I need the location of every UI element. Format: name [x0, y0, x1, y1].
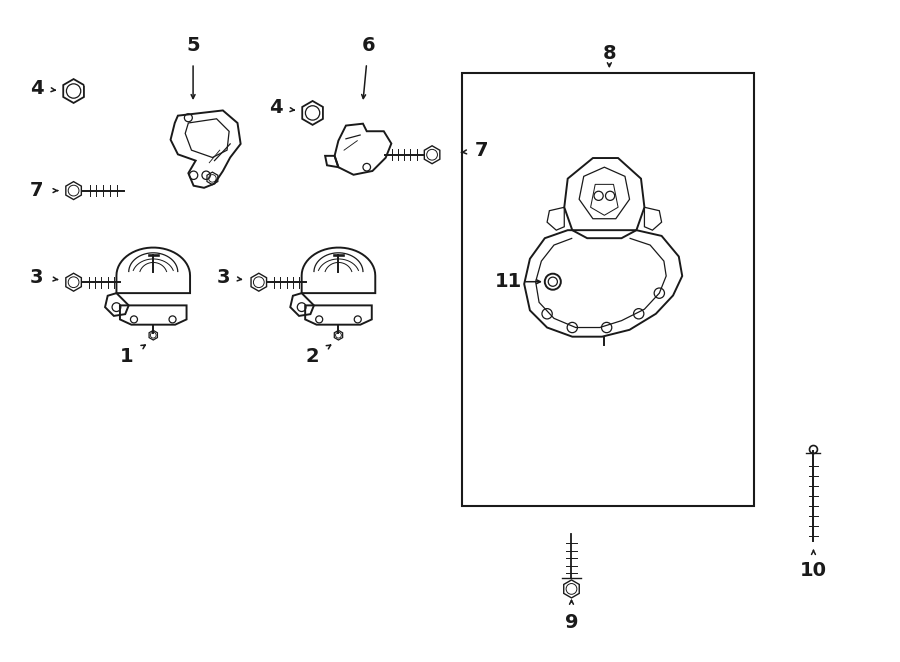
Text: 7: 7 — [30, 181, 43, 200]
Text: 11: 11 — [494, 272, 522, 291]
Text: 6: 6 — [362, 36, 375, 55]
Text: 5: 5 — [186, 36, 200, 55]
Bar — [462, 73, 753, 506]
Text: 10: 10 — [800, 561, 827, 581]
Text: 7: 7 — [475, 141, 489, 160]
Text: 9: 9 — [564, 613, 578, 632]
Text: 4: 4 — [269, 99, 283, 117]
Text: 2: 2 — [306, 348, 319, 366]
Text: 3: 3 — [30, 267, 43, 287]
Text: 8: 8 — [602, 44, 616, 63]
Text: 4: 4 — [30, 79, 43, 97]
Text: 3: 3 — [216, 267, 230, 287]
Text: 1: 1 — [120, 348, 133, 366]
